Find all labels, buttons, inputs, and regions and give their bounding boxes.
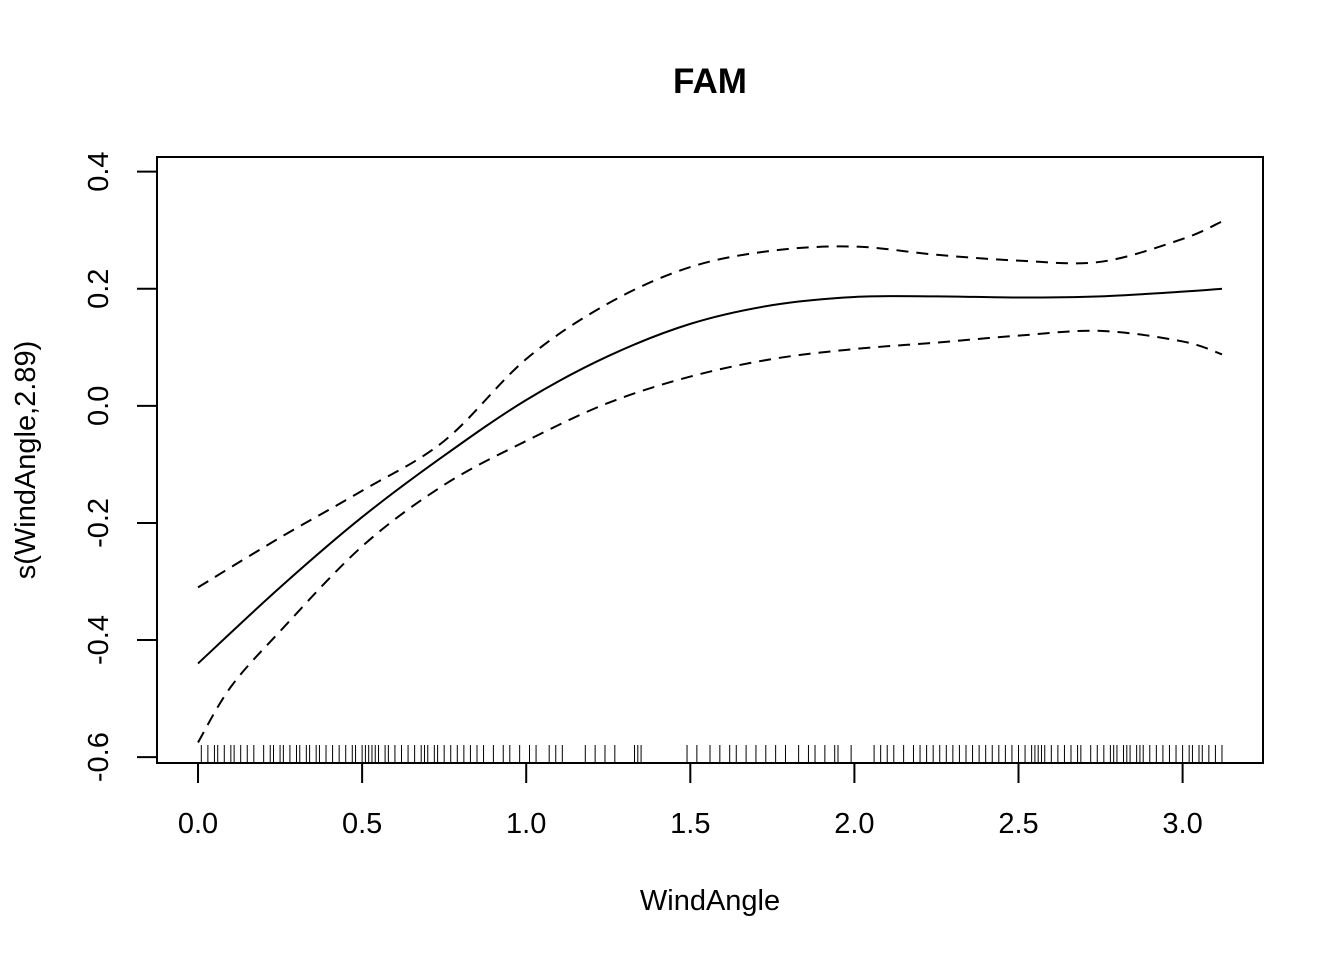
y-tick-label: 0.4 bbox=[83, 151, 115, 191]
y-tick-label: -0.4 bbox=[83, 615, 115, 665]
x-tick-label: 1.0 bbox=[506, 808, 546, 840]
x-tick-label: 0.0 bbox=[178, 808, 218, 840]
x-tick-label: 3.0 bbox=[1162, 808, 1202, 840]
x-tick-label: 1.5 bbox=[670, 808, 710, 840]
x-axis: 0.0 0.5 1.0 1.5 2.0 2.5 3.0 bbox=[178, 762, 1203, 840]
x-tick-label: 0.5 bbox=[342, 808, 382, 840]
y-tick-label: -0.2 bbox=[83, 498, 115, 548]
x-tick-label: 2.5 bbox=[998, 808, 1038, 840]
plot-frame bbox=[156, 156, 1264, 764]
y-axis-label: s(WindAngle,2.89) bbox=[10, 341, 42, 580]
smooth-fit-line bbox=[197, 287, 1223, 665]
x-axis-label: WindAngle bbox=[640, 885, 780, 917]
upper-confidence-band-line bbox=[197, 220, 1223, 589]
lower-confidence-band-line bbox=[197, 329, 1223, 744]
y-tick-label: -0.6 bbox=[83, 732, 115, 782]
y-axis: -0.6 -0.4 -0.2 0.0 0.2 0.4 bbox=[83, 151, 158, 782]
rug-marks bbox=[200, 745, 1223, 763]
y-tick-label: 0.2 bbox=[83, 269, 115, 309]
chart-title: FAM bbox=[673, 62, 747, 101]
y-tick-label: 0.0 bbox=[83, 386, 115, 426]
x-tick-label: 2.0 bbox=[834, 808, 874, 840]
series-lines bbox=[197, 220, 1223, 744]
